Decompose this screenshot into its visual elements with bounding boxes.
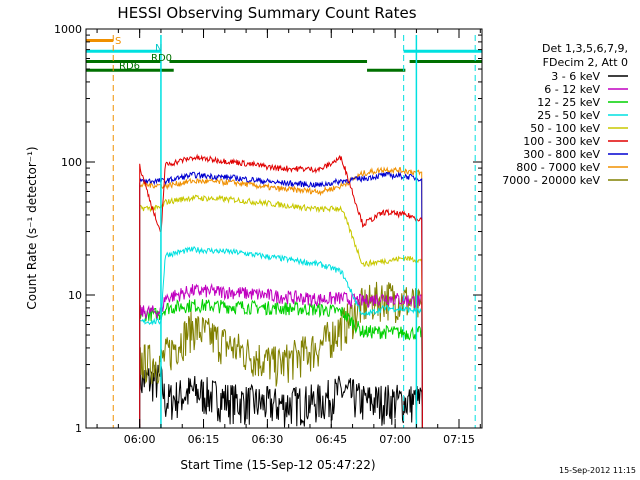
legend-label-800-7000-kev: 800 - 7000 keV [516,161,600,174]
series-line-3-6-kev [139,364,423,429]
legend-label-25-50-kev: 25 - 50 keV [537,109,600,122]
series-line-50-100-kev [139,194,423,429]
series-line-6-12-kev [139,282,423,429]
series-line-25-50-kev [139,245,423,429]
chart-title: HESSI Observing Summary Count Rates [117,4,416,22]
x-tick-label: 06:30 [252,433,284,446]
y-tick-label: 10 [68,289,82,302]
y-axis: 1 10 100 1000 [54,23,482,435]
plot-area [85,28,483,429]
x-tick-label: 06:15 [188,433,220,446]
rd6-annotation: RD6 [119,61,140,72]
markers-layer [112,35,476,428]
series-line-300-800-kev [139,171,423,429]
legend-header-line-2: FDecim 2, Att 0 [543,56,628,69]
legend-label-12-25-kev: 12 - 25 keV [537,96,600,109]
legend-label-7000-20000-kev: 7000 - 20000 keV [502,174,600,187]
x-axis-label: Start Time (15-Sep-12 05:47:22) [180,458,375,472]
y-axis-label: Count Rate (s⁻¹ detector⁻¹) [25,146,39,309]
eclipse-annotation: N [155,43,162,54]
series-layer [139,153,423,429]
flags-layer [86,38,482,72]
legend-label-3-6-kev: 3 - 6 keV [551,70,600,83]
series-line-12-25-kev [139,299,423,429]
timestamp: 15-Sep-2012 11:15 [559,466,636,475]
y-tick-label: 1 [75,422,82,435]
x-tick-label: 06:45 [315,433,347,446]
x-tick-label: 06:00 [124,433,156,446]
series-line-800-7000-kev [139,166,423,429]
y-tick-label: 100 [61,156,82,169]
x-tick-label: 07:15 [443,433,475,446]
legend-label-50-100-kev: 50 - 100 keV [530,122,600,135]
series-line-100-300-kev [139,153,423,429]
y-tick-label: 1000 [54,23,82,36]
legend-header-line-1: Det 1,3,5,6,7,9, [542,42,628,55]
saa-annotation: S [115,36,121,47]
legend-label-300-800-kev: 300 - 800 keV [523,148,600,161]
series-line-7000-20000-kev [139,281,423,429]
legend-label-100-300-kev: 100 - 300 keV [523,135,600,148]
legend-label-6-12-kev: 6 - 12 keV [544,83,600,96]
rd0-annotation: RD0 [151,53,172,64]
x-tick-label: 07:00 [379,433,411,446]
x-axis: 06:00 06:15 06:30 06:45 07:00 07:15 [96,29,481,446]
